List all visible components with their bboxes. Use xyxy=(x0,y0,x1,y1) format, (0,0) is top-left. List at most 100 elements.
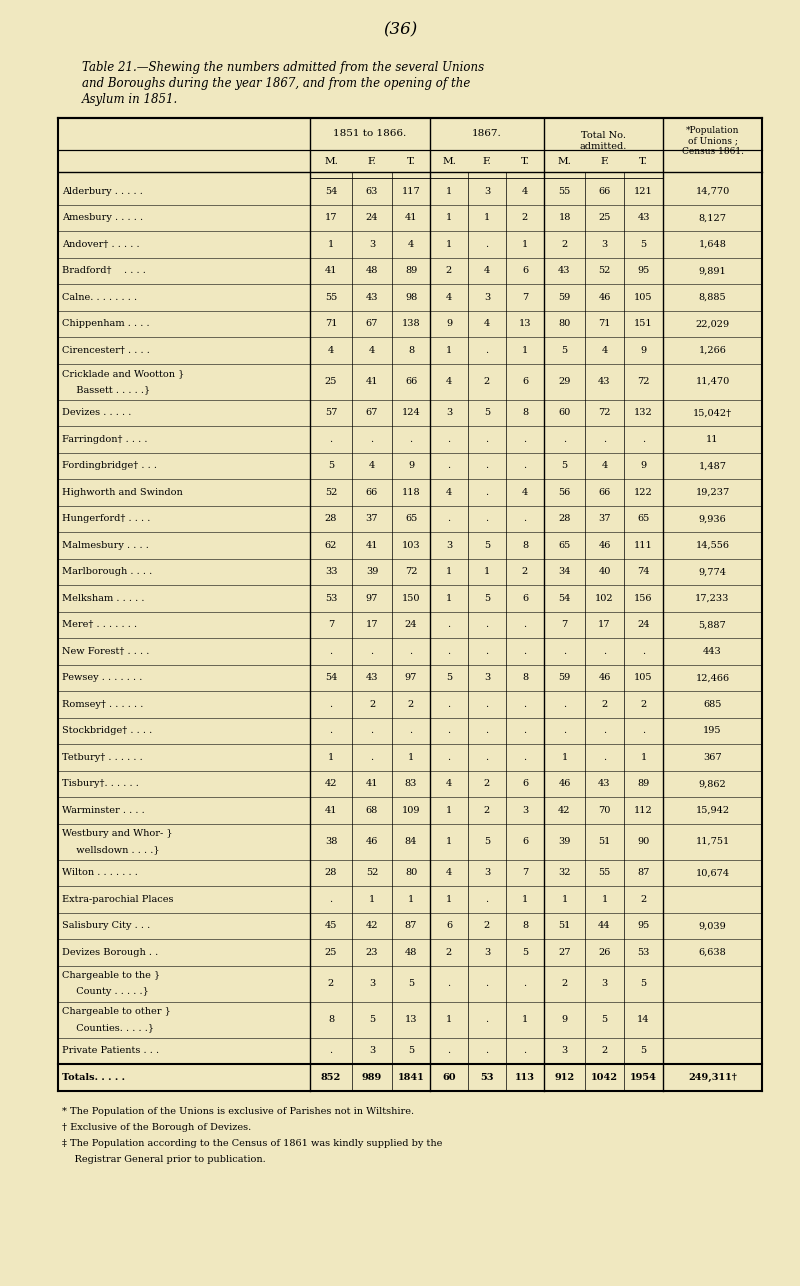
Text: Warminster . . . .: Warminster . . . . xyxy=(62,806,145,815)
Text: .: . xyxy=(563,647,566,656)
Text: 48: 48 xyxy=(366,266,378,275)
Text: 1: 1 xyxy=(328,239,334,248)
Text: (36): (36) xyxy=(383,22,417,39)
Text: 41: 41 xyxy=(366,540,378,549)
Text: .: . xyxy=(486,752,489,761)
Text: 4: 4 xyxy=(369,462,375,471)
Text: 1: 1 xyxy=(484,567,490,576)
Text: wellsdown . . . .}: wellsdown . . . .} xyxy=(70,845,160,854)
Text: 72: 72 xyxy=(638,377,650,386)
Text: F.: F. xyxy=(482,157,491,166)
Text: .: . xyxy=(447,620,450,629)
Text: .: . xyxy=(330,895,333,904)
Text: 7: 7 xyxy=(522,868,528,877)
Text: 43: 43 xyxy=(366,293,378,302)
Text: 17: 17 xyxy=(598,620,610,629)
Text: 37: 37 xyxy=(366,514,378,523)
Text: 1: 1 xyxy=(484,213,490,222)
Text: Malmesbury . . . .: Malmesbury . . . . xyxy=(62,540,149,549)
Text: County . . . . .}: County . . . . .} xyxy=(70,986,149,995)
Text: 8,127: 8,127 xyxy=(698,213,726,222)
Text: 74: 74 xyxy=(638,567,650,576)
Text: 1: 1 xyxy=(562,752,568,761)
Text: 8: 8 xyxy=(328,1015,334,1024)
Text: 6,638: 6,638 xyxy=(698,948,726,957)
Text: 1: 1 xyxy=(446,567,452,576)
Text: .: . xyxy=(330,647,333,656)
Text: 4: 4 xyxy=(446,779,452,788)
Text: 3: 3 xyxy=(562,1047,568,1056)
Text: 8,885: 8,885 xyxy=(698,293,726,302)
Text: 60: 60 xyxy=(558,408,570,417)
Text: Cricklade and Wootton }: Cricklade and Wootton } xyxy=(62,369,184,378)
Text: Devizes . . . . .: Devizes . . . . . xyxy=(62,408,131,417)
Text: 5: 5 xyxy=(328,462,334,471)
Text: 103: 103 xyxy=(402,540,420,549)
Text: 4: 4 xyxy=(369,346,375,355)
Text: .: . xyxy=(330,727,333,736)
Text: Counties. . . . .}: Counties. . . . .} xyxy=(70,1022,154,1031)
Text: 6: 6 xyxy=(522,377,528,386)
Text: Westbury and Whor- }: Westbury and Whor- } xyxy=(62,829,173,838)
Text: 1: 1 xyxy=(408,895,414,904)
Text: .: . xyxy=(603,435,606,444)
Text: 4: 4 xyxy=(484,319,490,328)
Text: Amesbury . . . . .: Amesbury . . . . . xyxy=(62,213,143,222)
Text: 156: 156 xyxy=(634,594,653,603)
Text: 42: 42 xyxy=(325,779,338,788)
Text: 40: 40 xyxy=(598,567,610,576)
Text: 1: 1 xyxy=(522,1015,528,1024)
Text: 4: 4 xyxy=(328,346,334,355)
Text: .: . xyxy=(486,435,489,444)
Text: T.: T. xyxy=(406,157,415,166)
Text: 1: 1 xyxy=(640,752,646,761)
Text: 51: 51 xyxy=(598,837,610,846)
Text: 138: 138 xyxy=(402,319,420,328)
Text: 52: 52 xyxy=(325,487,337,496)
Text: 7: 7 xyxy=(328,620,334,629)
Text: M.: M. xyxy=(442,157,456,166)
Text: .: . xyxy=(486,979,489,988)
Text: 25: 25 xyxy=(325,948,337,957)
Text: 4: 4 xyxy=(602,346,608,355)
Text: 72: 72 xyxy=(405,567,418,576)
Text: Extra-parochial Places: Extra-parochial Places xyxy=(62,895,174,904)
Text: 9,774: 9,774 xyxy=(698,567,726,576)
Text: 1: 1 xyxy=(446,213,452,222)
Text: 5: 5 xyxy=(369,1015,375,1024)
Text: 2: 2 xyxy=(446,948,452,957)
Text: 5: 5 xyxy=(408,1047,414,1056)
Text: 124: 124 xyxy=(402,408,420,417)
Text: 4: 4 xyxy=(446,293,452,302)
Text: .: . xyxy=(563,435,566,444)
Text: .: . xyxy=(410,435,413,444)
Text: .: . xyxy=(330,1047,333,1056)
Text: .: . xyxy=(486,620,489,629)
Text: 15,042†: 15,042† xyxy=(693,408,732,417)
Text: 9: 9 xyxy=(562,1015,567,1024)
Text: 51: 51 xyxy=(558,921,570,930)
Text: 5: 5 xyxy=(522,948,528,957)
Text: 14,770: 14,770 xyxy=(695,186,730,195)
Text: * The Population of the Unions is exclusive of Parishes not in Wiltshire.: * The Population of the Unions is exclus… xyxy=(62,1106,414,1115)
Text: 5: 5 xyxy=(562,462,567,471)
Text: 6: 6 xyxy=(522,594,528,603)
Text: 57: 57 xyxy=(325,408,337,417)
Text: 111: 111 xyxy=(634,540,653,549)
Text: 3: 3 xyxy=(369,979,375,988)
Text: .: . xyxy=(447,979,450,988)
Text: 23: 23 xyxy=(366,948,378,957)
Text: Chippenham . . . .: Chippenham . . . . xyxy=(62,319,150,328)
Text: 109: 109 xyxy=(402,806,420,815)
Text: 54: 54 xyxy=(325,674,337,683)
Text: 12,466: 12,466 xyxy=(695,674,730,683)
Text: 26: 26 xyxy=(598,948,610,957)
Text: Devizes Borough . .: Devizes Borough . . xyxy=(62,948,158,957)
Text: 38: 38 xyxy=(325,837,337,846)
Text: 25: 25 xyxy=(325,377,337,386)
Text: 5: 5 xyxy=(484,408,490,417)
Text: 46: 46 xyxy=(598,293,610,302)
Text: 112: 112 xyxy=(634,806,653,815)
Text: 53: 53 xyxy=(480,1073,494,1082)
Text: 52: 52 xyxy=(598,266,610,275)
